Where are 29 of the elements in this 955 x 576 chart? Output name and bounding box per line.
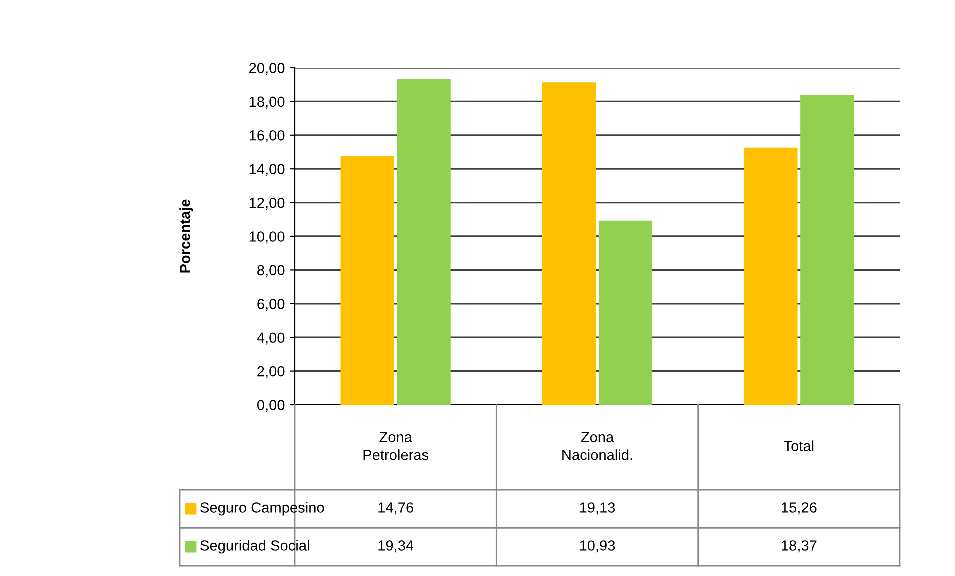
data-label: 18,37	[782, 540, 817, 553]
data-label: 19,13	[580, 502, 616, 515]
y-tick-label: 10,00	[250, 232, 285, 244]
data-label: 19,34	[378, 540, 414, 553]
legend-label: Seguridad Social	[200, 540, 310, 554]
data-label: 15,26	[782, 502, 817, 515]
y-axis-title: Porcentaje	[180, 200, 194, 273]
data-label: 10,93	[580, 540, 616, 553]
y-tick-label: 4,00	[257, 332, 285, 345]
bar	[340, 156, 394, 405]
data-label: 14,76	[378, 502, 414, 515]
bar	[542, 82, 596, 405]
y-tick-label: 2,00	[258, 366, 285, 378]
bar	[598, 220, 653, 405]
y-tick-label: 14,00	[250, 164, 285, 176]
y-tick-label: 18,00	[250, 96, 285, 109]
x-tick-label: Zona Petroleras	[364, 432, 429, 460]
y-tick-label: 20,00	[250, 63, 285, 76]
x-tick-label: Zona Nacionalid.	[562, 432, 632, 460]
y-tick-label: 16,00	[250, 130, 285, 143]
y-tick-label: 0,00	[257, 400, 285, 412]
y-tick-label: 6,00	[258, 299, 285, 312]
legend-label: Seguro Campesino	[200, 502, 324, 516]
y-tick-label: 8,00	[258, 265, 285, 278]
bar	[397, 79, 451, 405]
x-tick-label: Total	[784, 440, 814, 452]
bar	[800, 95, 854, 405]
bar	[744, 148, 798, 405]
y-tick-label: 12,00	[250, 198, 285, 210]
